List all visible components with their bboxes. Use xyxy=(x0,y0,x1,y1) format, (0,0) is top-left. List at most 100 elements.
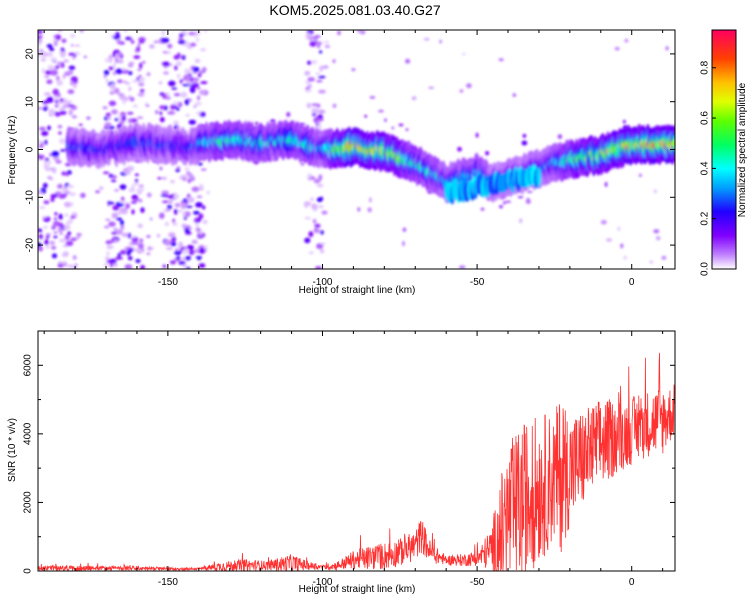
spectrogram-noise-blob-0-84 xyxy=(63,59,69,63)
spectrogram-scatter-blob-321 xyxy=(95,190,100,194)
spectrogram-scatter-blob-83 xyxy=(378,109,384,113)
spectrogram-noise-blob-1-46 xyxy=(111,212,118,219)
spectrogram-scatter-blob-197 xyxy=(168,233,173,237)
spectrogram-scatter-blob-176 xyxy=(176,166,181,170)
spectrogram-noise-blob-0-89 xyxy=(53,235,58,239)
spectrogram-noise-blob-1-117 xyxy=(114,262,118,268)
spectrogram-noise-blob-0-112 xyxy=(42,182,48,189)
spectrogram-y-tick-label: 10 xyxy=(25,96,36,108)
spectrogram-noise-blob-1-158 xyxy=(119,200,127,204)
spectrogram-noise-blob-1-25 xyxy=(136,116,144,119)
spectrogram-noise-blob-2-35 xyxy=(195,202,203,208)
spectrogram-noise-blob-1-90 xyxy=(107,259,115,264)
spectrogram-noise-blob-0-29 xyxy=(55,34,61,41)
spectrogram-noise-blob-3-40 xyxy=(305,89,312,93)
spectrogram-scatter-blob-163 xyxy=(113,227,118,233)
spectrogram-noise-blob-0-111 xyxy=(73,85,77,88)
spectrogram-scatter-blob-192 xyxy=(204,30,207,33)
spectrogram-noise-blob-0-5 xyxy=(49,47,55,52)
spectrogram-noise-blob-1-161 xyxy=(138,77,146,82)
spectrogram-scatter-blob-286 xyxy=(53,231,58,234)
spectrogram-noise-blob-0-166 xyxy=(48,109,56,116)
spectrogram-scatter-blob-32 xyxy=(128,95,131,100)
spectrogram-noise-blob-2-54 xyxy=(173,120,179,126)
snr-y-tick-label: 0 xyxy=(23,568,34,574)
spectrogram-scatter-blob-145 xyxy=(459,89,464,93)
spectrogram-noise-blob-2-74 xyxy=(200,81,208,85)
spectrogram-noise-blob-3-7 xyxy=(319,65,324,72)
spectrogram-noise-blob-1-144 xyxy=(125,203,131,209)
spectrogram-noise-blob-0-134 xyxy=(38,234,44,240)
spectrogram-noise-blob-2-64 xyxy=(182,211,187,218)
spectrogram-noise-blob-0-159 xyxy=(63,225,68,231)
spectrogram-scatter-blob-307 xyxy=(168,199,173,205)
spectrogram-noise-blob-2-176 xyxy=(182,83,190,87)
spectrogram-scatter-blob-281 xyxy=(159,111,163,116)
snr-x-tick-label: -150 xyxy=(158,577,178,588)
spectrogram-scatter-blob-299 xyxy=(78,123,83,126)
spectrogram-ridge xyxy=(65,119,675,205)
spectrogram-noise-blob-1-2 xyxy=(111,109,118,115)
spectrogram-noise-blob-1-149 xyxy=(103,70,110,76)
spectrogram-noise-blob-1-57 xyxy=(113,49,120,54)
spectrogram-noise-blob-0-17 xyxy=(57,263,64,268)
spectrogram-noise-blob-2-61 xyxy=(187,178,192,184)
spectrogram-noise-blob-1-73 xyxy=(128,71,133,76)
spectrogram-noise-blob-2-175 xyxy=(178,36,183,41)
spectrogram-noise-blob-2-156 xyxy=(184,98,190,106)
spectrogram-noise-blob-2-108 xyxy=(167,43,173,49)
spectrogram-noise-blob-0-57 xyxy=(39,126,46,131)
spectrogram-noise-blob-1-41 xyxy=(135,259,141,263)
spectrogram-noise-blob-1-91 xyxy=(137,68,142,72)
spectrogram-noise-blob-2-162 xyxy=(174,192,178,198)
spectrogram-scatter-blob-377 xyxy=(123,30,128,33)
spectrogram-noise-blob-0-77 xyxy=(54,212,58,216)
spectrogram-noise-blob-1-111 xyxy=(119,184,127,190)
spectrogram-scatter-blob-275 xyxy=(459,265,466,269)
spectrogram-scatter-blob-21 xyxy=(153,40,159,44)
spectrogram-noise-blob-0-153 xyxy=(47,65,54,71)
spectrogram-noise-blob-0-104 xyxy=(57,222,63,227)
spectrogram-x-tick-label: -100 xyxy=(312,277,332,288)
spectrogram-noise-blob-0-156 xyxy=(54,217,57,220)
spectrogram-noise-blob-2-184 xyxy=(174,203,181,208)
spectrogram-scatter-blob-183 xyxy=(98,186,104,191)
spectrogram-x-tick-label: -150 xyxy=(158,277,178,288)
spectrogram-noise-blob-2-130 xyxy=(197,257,201,261)
spectrogram-noise-blob-2-134 xyxy=(163,239,172,246)
spectrogram-scatter-blob-100 xyxy=(39,144,44,149)
spectrogram-scatter-blob-349 xyxy=(138,83,145,87)
spectrogram-noise-blob-1-131 xyxy=(106,116,111,120)
spectrogram-scatter-blob-130 xyxy=(162,51,168,54)
spectrogram-noise-blob-0-61 xyxy=(54,99,59,104)
spectrogram-noise-blob-2-147 xyxy=(202,205,206,210)
spectrogram-scatter-blob-400 xyxy=(111,175,118,179)
spectrogram-noise-blob-0-150 xyxy=(56,79,63,86)
spectrogram-scatter-blob-97 xyxy=(405,58,411,64)
spectrogram-noise-blob-3-2 xyxy=(307,83,312,89)
spectrogram-scatter-blob-12 xyxy=(114,189,120,192)
spectrogram-noise-blob-2-41 xyxy=(182,178,187,181)
spectrogram-noise-blob-1-76 xyxy=(136,46,141,53)
spectrogram-noise-blob-1-110 xyxy=(131,118,138,123)
spectrogram-noise-blob-3-29 xyxy=(308,231,314,238)
spectrogram-noise-blob-1-31 xyxy=(116,217,122,221)
spectrogram-noise-blob-3-62 xyxy=(313,178,321,184)
spectrogram-noise-blob-0-136 xyxy=(70,215,76,219)
spectrogram-scatter-blob-354 xyxy=(146,252,151,255)
spectrogram-noise-blob-0-46 xyxy=(46,79,53,85)
spectrogram-noise-blob-0-34 xyxy=(68,192,77,197)
spectrogram-scatter-blob-98 xyxy=(369,96,376,99)
spectrogram-noise-blob-2-190 xyxy=(199,111,206,117)
spectrogram-noise-blob-0-130 xyxy=(64,190,70,195)
spectrogram-x-label: Height of straight line (km) xyxy=(299,285,416,296)
spectrogram-noise-blob-2-22 xyxy=(168,194,173,199)
spectrogram-scatter-blob-81 xyxy=(158,81,163,85)
spectrogram-noise-blob-2-187 xyxy=(160,37,165,43)
spectrogram-noise-blob-2-93 xyxy=(174,250,182,255)
spectrogram-noise-blob-2-10 xyxy=(189,42,197,47)
spectrogram-scatter-blob-332 xyxy=(311,113,317,116)
spectrogram-noise-blob-0-154 xyxy=(59,110,67,115)
spectrogram-scatter-blob-95 xyxy=(166,92,170,97)
